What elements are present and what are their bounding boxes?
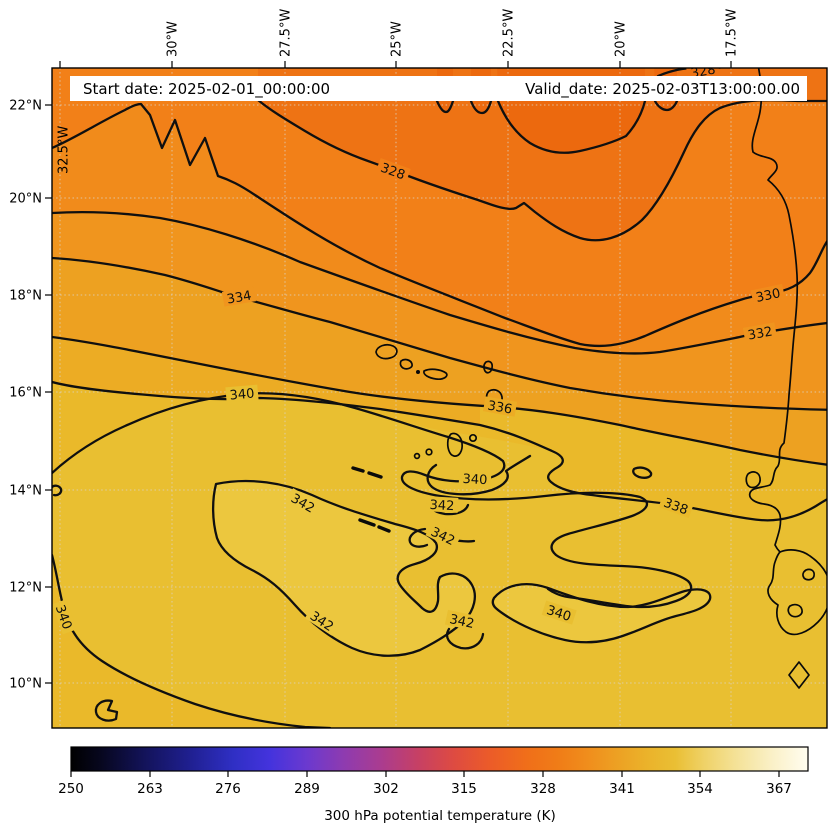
- reef-dash-c: [358, 518, 376, 527]
- contour-line-340-hook-center: [426, 454, 532, 496]
- island-diamond: [788, 661, 810, 689]
- x-tick-label: 25°W: [390, 21, 405, 57]
- y-tick-label: 18°N: [9, 289, 42, 304]
- coastline-senegal-blob: [767, 549, 827, 636]
- colorbar-tick-label: 250: [58, 781, 84, 797]
- plot-border: [51, 67, 828, 729]
- colorbar-gradient: [70, 746, 809, 772]
- contour-line-334: [52, 256, 827, 411]
- contour-line-326-tongue-b: [469, 99, 493, 115]
- contour-line-326-tongue-d: [653, 99, 679, 112]
- contour-label: 340: [545, 603, 573, 625]
- islet-senegal-a: [787, 603, 803, 618]
- colorbar-tick-label: 315: [451, 781, 477, 797]
- island-fogo: [468, 433, 478, 443]
- colorbar-tick-label: 276: [215, 781, 241, 797]
- contour-line-328: [256, 98, 827, 242]
- y-tick-label: 14°N: [9, 484, 42, 499]
- valid-date-text: Valid_date: 2025-02-03T13:00:00.00: [525, 80, 800, 99]
- x-tick-label: 32.5°W: [57, 126, 72, 174]
- band-above-328: [258, 68, 827, 241]
- island-maio: [425, 448, 433, 456]
- contour-label: 340: [462, 472, 488, 488]
- map-panel: 328 328 330 332 334 336 338 340 340 342 …: [9, 9, 828, 729]
- contour-line-342-big: [211, 479, 476, 657]
- contour-label: 342: [429, 498, 455, 514]
- island-santiago: [446, 432, 463, 457]
- contour-blob-340-small: [632, 466, 653, 479]
- coastline-africa: [748, 68, 799, 553]
- colorbar-title: 300 hPa potential temperature (K): [324, 808, 556, 824]
- contour-label: 342: [448, 612, 475, 632]
- island-dot: [416, 370, 420, 374]
- colorbar: 250 263 276 289 302 315 328 341 354 367 …: [58, 746, 809, 824]
- contour-line-340-loop-se: [491, 583, 712, 644]
- island-santo-antao: [375, 343, 398, 360]
- contour-label: 334: [226, 288, 253, 307]
- y-tick-label: 20°N: [9, 192, 42, 207]
- contour-line-330: [52, 102, 827, 348]
- colorbar-tick-label: 302: [373, 781, 399, 797]
- colorbar-tick-label: 289: [294, 781, 320, 797]
- contour-line-326-tongue-c: [496, 99, 647, 154]
- start-date-text: Start date: 2025-02-01_00:00:00: [83, 80, 330, 99]
- reef-dash-b: [367, 471, 383, 479]
- contour-line-342-arc-se: [445, 627, 485, 650]
- contour-line-340-hook-west: [52, 484, 63, 497]
- colorbar-ticks: [70, 771, 780, 777]
- colorbar-tick-label: 328: [530, 781, 556, 797]
- band-pocket-342-big: [213, 481, 475, 656]
- x-tick-label: 27.5°W: [279, 9, 294, 57]
- title-bar: Start date: 2025-02-01_00:00:00 Valid_da…: [70, 76, 807, 101]
- x-tick-label: 22.5°W: [502, 9, 517, 57]
- contour-line-326-tongue-a: [435, 99, 455, 114]
- contour-loop-sw-small: [94, 699, 119, 722]
- reef-dash-a: [351, 466, 365, 473]
- contour-line-342-tiny-a: [408, 527, 429, 548]
- reef-dash-d: [377, 525, 391, 533]
- x-tick-label: 17.5°W: [725, 9, 740, 57]
- y-tick-label: 22°N: [9, 99, 42, 114]
- x-tick-label: 30°W: [166, 21, 181, 57]
- band-corner-sw: [52, 555, 330, 728]
- x-tick-label: 20°W: [614, 21, 629, 57]
- y-tick-label: 16°N: [9, 386, 42, 401]
- contour-label: 332: [747, 324, 774, 343]
- island-brava: [413, 452, 421, 460]
- y-tick-label: 12°N: [9, 581, 42, 596]
- colorbar-tick-labels: 250 263 276 289 302 315 328 341 354 367: [58, 781, 792, 797]
- x-axis-top: 32.5°W 30°W 27.5°W 25°W 22.5°W 20°W 17.5…: [57, 9, 740, 174]
- contour-label: 336: [486, 398, 513, 417]
- island-sao-vicente: [399, 358, 413, 370]
- contour-label: 330: [755, 286, 782, 306]
- contour-label: 340: [229, 386, 255, 403]
- islet-capvert: [745, 471, 761, 489]
- y-axis-left: 22°N 20°N 18°N 16°N 14°N 12°N 10°N: [9, 99, 52, 692]
- colorbar-tick-label: 263: [137, 781, 163, 797]
- colorbar-tick-label: 367: [766, 781, 792, 797]
- island-sao-nicolau: [423, 368, 448, 381]
- colorbar-tick-label: 341: [609, 781, 635, 797]
- island-sal: [483, 360, 494, 374]
- islet-senegal-b: [802, 568, 815, 581]
- colorbar-tick-label: 354: [687, 781, 713, 797]
- band-pocket-340-loop: [492, 584, 711, 643]
- coastlines: [351, 68, 827, 689]
- contour-line-340-main: [52, 392, 693, 609]
- y-tick-label: 10°N: [9, 677, 42, 692]
